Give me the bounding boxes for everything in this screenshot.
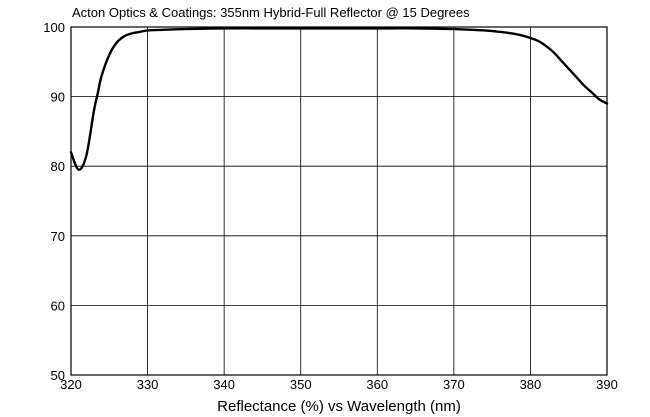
tick-labels: 320 330 340 350 360 370 380 390 50 60 70 80 90 100: [43, 20, 618, 392]
x-tick-label-390: 390: [596, 377, 618, 392]
y-tick-label-70: 70: [51, 229, 65, 244]
series-line-0: [69, 27, 609, 171]
x-tick-label-380: 380: [520, 377, 542, 392]
x-tick-label-350: 350: [290, 377, 312, 392]
plot-frame: [70, 26, 608, 376]
x-tick-label-320: 320: [60, 377, 82, 392]
series-layer: [69, 27, 609, 171]
y-tick-label-80: 80: [51, 159, 65, 174]
x-tick-label-360: 360: [366, 377, 388, 392]
grid-lines: [70, 26, 608, 376]
y-tick-label-60: 60: [51, 298, 65, 313]
x-tick-label-370: 370: [443, 377, 465, 392]
chart-title: Acton Optics & Coatings: 355nm Hybrid-Fu…: [72, 5, 470, 20]
y-tick-label-90: 90: [51, 90, 65, 105]
y-tick-label-100: 100: [43, 20, 65, 35]
x-tick-label-330: 330: [137, 377, 159, 392]
x-tick-label-340: 340: [213, 377, 235, 392]
y-tick-label-50: 50: [51, 368, 65, 383]
x-axis-label: Reflectance (%) vs Wavelength (nm): [217, 398, 461, 415]
